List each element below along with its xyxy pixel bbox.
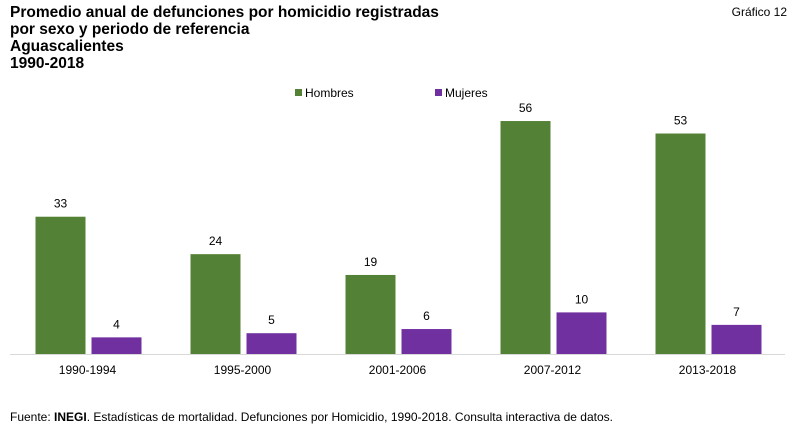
data-label: 10 <box>575 292 589 306</box>
source-note: Fuente: INEGI. Estadísticas de mortalida… <box>10 410 613 424</box>
legend-swatch-hombres <box>295 89 302 96</box>
title-line: Aguascalientes <box>10 38 124 55</box>
x-tick-label: 1995-2000 <box>214 363 272 377</box>
bar-mujeres <box>91 337 142 354</box>
bar-hombres <box>345 274 396 354</box>
source-text: . Estadísticas de mortalidad. Defuncione… <box>86 410 613 424</box>
x-tick-label: 2001-2006 <box>369 363 427 377</box>
x-tick-label: 1990-1994 <box>59 363 117 377</box>
data-label: 24 <box>209 234 223 248</box>
data-label: 7 <box>733 305 740 319</box>
source-prefix: Fuente: <box>10 410 55 424</box>
bar-hombres <box>500 121 551 354</box>
legend-swatch-mujeres <box>435 89 442 96</box>
bar-hombres <box>655 133 706 354</box>
bar-mujeres <box>246 333 297 354</box>
title-line: 1990-2018 <box>10 55 85 72</box>
legend-label: Hombres <box>305 86 354 100</box>
x-tick-label: 2007-2012 <box>524 363 582 377</box>
data-label: 4 <box>113 317 120 331</box>
data-label: 19 <box>364 255 378 269</box>
title-line: Promedio anual de defunciones por homici… <box>10 4 439 21</box>
data-label: 5 <box>268 313 275 327</box>
x-tick-label: 2013-2018 <box>679 363 737 377</box>
data-label: 53 <box>674 114 688 128</box>
data-label: 33 <box>54 197 68 211</box>
data-label: 56 <box>519 101 533 115</box>
bar-mujeres <box>556 312 607 354</box>
legend-label: Mujeres <box>445 86 488 100</box>
bar-hombres <box>35 216 86 354</box>
chart-title: Promedio anual de defunciones por homici… <box>10 4 439 72</box>
data-label: 6 <box>423 309 430 323</box>
bar-hombres <box>190 254 241 354</box>
title-line: por sexo y periodo de referencia <box>10 21 250 38</box>
figure-number: Gráfico 12 <box>731 5 787 19</box>
source-org: INEGI <box>54 410 87 424</box>
bar-mujeres <box>711 324 762 354</box>
bar-mujeres <box>401 329 452 354</box>
